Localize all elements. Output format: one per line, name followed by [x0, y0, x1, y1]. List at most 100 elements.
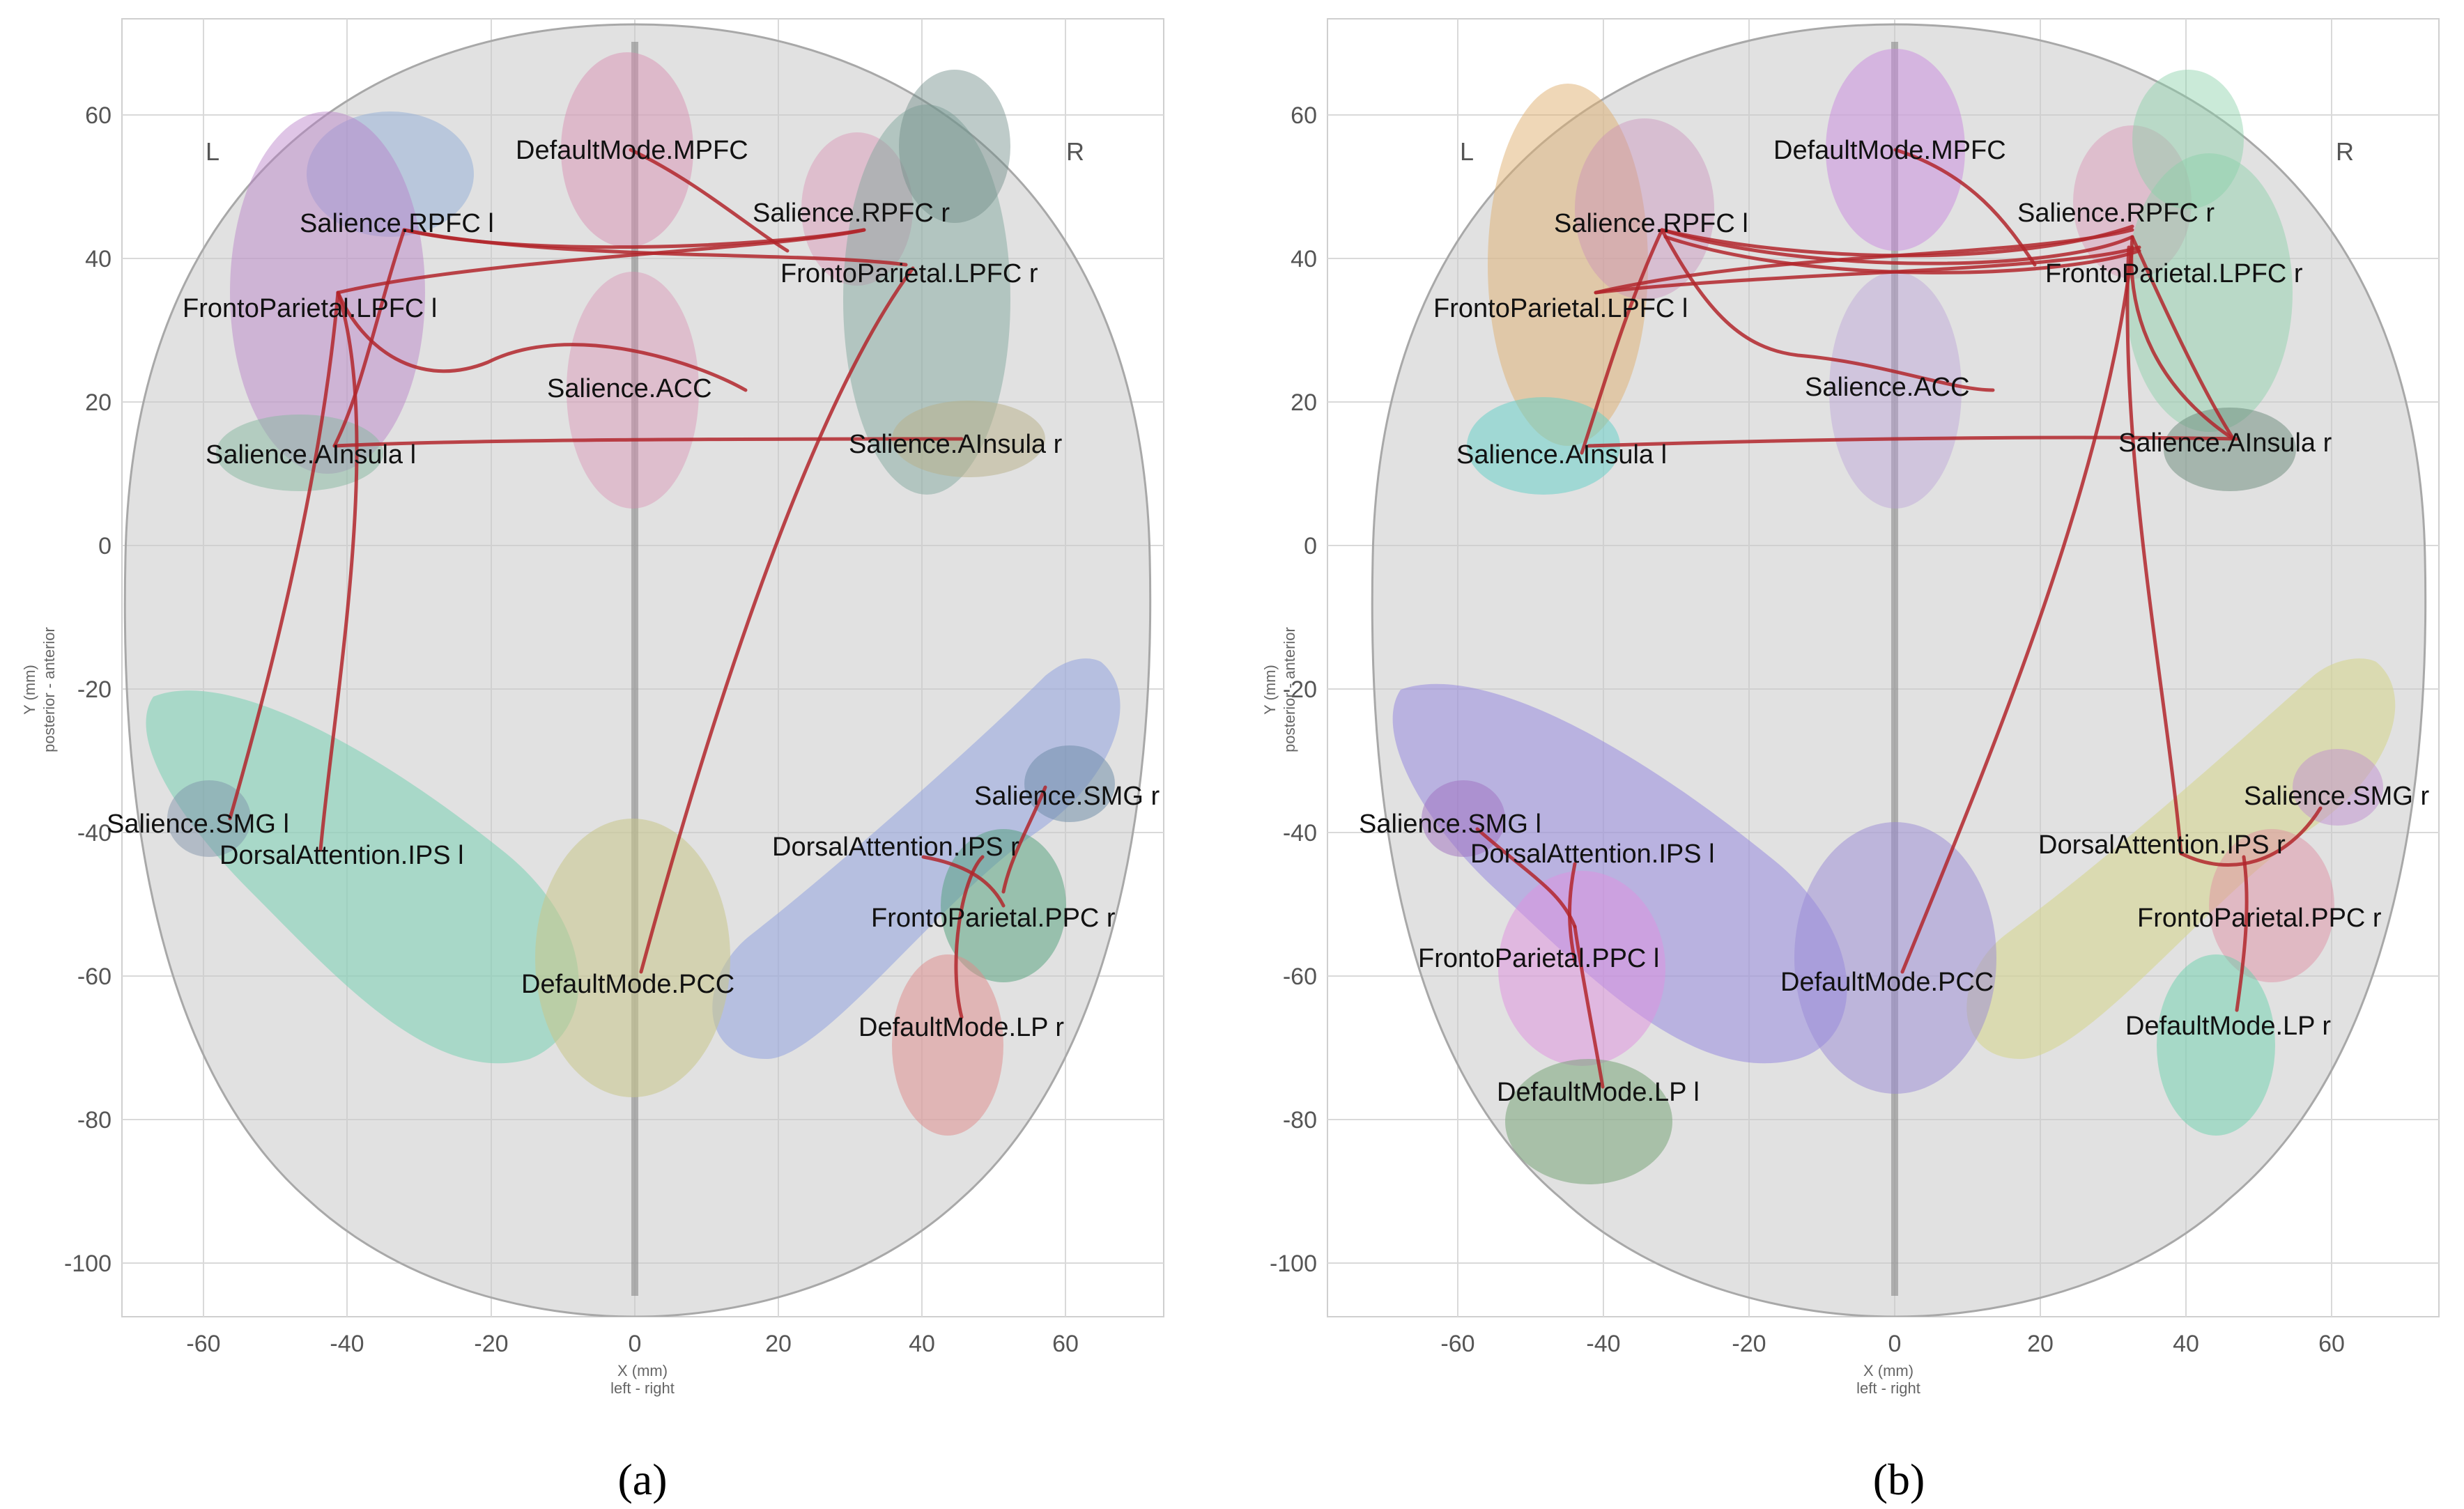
y-tick-a: -40	[77, 820, 111, 846]
region-label: DorsalAttention.IPS r	[772, 833, 1019, 862]
caption-b: (b)	[1873, 1455, 1925, 1504]
region-label: DorsalAttention.IPS r	[2038, 830, 2286, 860]
region-smg-r-a	[1024, 745, 1115, 822]
y-tick-a: 60	[85, 102, 111, 129]
region-label: DorsalAttention.IPS l	[220, 841, 464, 870]
x-tick-a: 60	[1052, 1331, 1079, 1357]
region-lpfc-l-a	[230, 111, 425, 474]
x-tick-a: 20	[765, 1331, 792, 1357]
y-tick-a: 20	[85, 389, 111, 416]
hemisphere-left-a: L	[206, 137, 220, 166]
region-label: DefaultMode.MPFC	[516, 136, 748, 165]
region-label: Salience.SMG l	[1359, 810, 1541, 839]
y-tick-b: 20	[1291, 389, 1317, 416]
region-ips-l-a	[146, 690, 579, 1064]
y-axis-label-a: Y (mm)	[21, 665, 38, 715]
region-label: DefaultMode.PCC	[1780, 968, 1994, 997]
region-lp-r-a	[892, 954, 1003, 1136]
x-tick-b: -40	[1586, 1331, 1620, 1357]
region-label: Salience.SMG l	[107, 810, 289, 839]
region-label: Salience.SMG r	[2244, 782, 2429, 811]
x-axis-sublabel-a: left - right	[610, 1379, 675, 1397]
region-label: Salience.ACC	[547, 374, 712, 403]
region-label: Salience.ACC	[1805, 373, 1970, 402]
x-tick-b: 0	[1888, 1331, 1902, 1357]
region-rpfc-r-b	[2073, 125, 2192, 279]
x-tick-b: -20	[1732, 1331, 1766, 1357]
region-label: Salience.RPFC l	[300, 209, 494, 238]
caption-a: (a)	[617, 1455, 667, 1504]
region-ips-r-b	[1966, 658, 2396, 1059]
region-ainsula-r-b	[2164, 408, 2296, 491]
hemisphere-right-a: R	[1066, 137, 1084, 166]
region-ainsula-r-a	[892, 401, 1045, 477]
x-axis-label-b: X (mm)	[1863, 1362, 1914, 1379]
region-label: DefaultMode.LP r	[2125, 1012, 2331, 1041]
region-ips-l-b	[1392, 683, 1847, 1064]
region-label: Salience.AInsula l	[1456, 440, 1667, 470]
hemisphere-left-b: L	[1460, 137, 1474, 166]
region-label: Salience.RPFC r	[753, 199, 950, 228]
region-label: FrontoParietal.PPC l	[1418, 944, 1659, 973]
x-tick-b: 40	[2173, 1331, 2199, 1357]
region-label: FrontoParietal.LPFC r	[780, 259, 1038, 288]
y-tick-b: -80	[1283, 1107, 1317, 1133]
region-ips-r-a	[712, 658, 1121, 1059]
y-tick-b: -100	[1270, 1251, 1317, 1277]
y-tick-b: -40	[1283, 820, 1317, 846]
region-pcc-a	[535, 819, 730, 1097]
region-lp-l-b	[1505, 1059, 1672, 1184]
region-ainsula-l-b	[1467, 397, 1620, 495]
region-label: Salience.RPFC l	[1554, 209, 1748, 238]
region-label: Salience.RPFC r	[2017, 199, 2215, 228]
region-label: FrontoParietal.PPC r	[2137, 904, 2382, 933]
y-tick-b: -60	[1283, 964, 1317, 990]
y-tick-b: 60	[1291, 102, 1317, 129]
region-lpfc-l-b	[1488, 84, 1648, 446]
region-label: FrontoParietal.LPFC l	[1433, 294, 1688, 323]
x-tick-b: 20	[2027, 1331, 2054, 1357]
region-label: FrontoParietal.LPFC r	[2045, 259, 2303, 288]
x-tick-b: 60	[2318, 1331, 2345, 1357]
region-label: Salience.AInsula r	[849, 430, 1063, 459]
region-label: DefaultMode.LP r	[858, 1013, 1064, 1042]
region-lp-r-b	[2157, 954, 2275, 1136]
region-label: Salience.AInsula r	[2118, 428, 2332, 458]
region-label: Salience.SMG r	[974, 782, 1160, 811]
connections-b	[1475, 148, 2323, 1089]
y-tick-a: 40	[85, 246, 111, 272]
panel-b: -60 -40 -20 0 20 40 60 60 40 20 0 -20 -4…	[1261, 18, 2440, 1504]
region-label: FrontoParietal.PPC r	[871, 904, 1116, 933]
region-label: DefaultMode.MPFC	[1773, 136, 2006, 165]
connections-a	[228, 148, 1047, 1019]
region-smg-l-a	[167, 780, 251, 857]
y-tick-b: -20	[1283, 676, 1317, 703]
y-tick-b: 40	[1291, 246, 1317, 272]
y-tick-a: -60	[77, 964, 111, 990]
region-pcc-b	[1794, 822, 1996, 1094]
region-rpfc-r-a	[801, 132, 913, 286]
x-axis-sublabel-b: left - right	[1856, 1379, 1920, 1397]
panel-a: -60 -40 -20 0 20 40 60 60 40 20 0 -20 -4…	[21, 18, 1164, 1504]
y-axis-sublabel-a: posterior - anterior	[40, 627, 58, 752]
region-label: DefaultMode.PCC	[521, 970, 734, 999]
x-tick-a: 0	[629, 1331, 642, 1357]
region-rpfc-l-a	[307, 111, 474, 237]
x-tick-a: -60	[186, 1331, 220, 1357]
region-mpfc-a	[561, 52, 693, 247]
region-frontal-r-a	[899, 70, 1010, 223]
x-tick-b: -60	[1440, 1331, 1474, 1357]
region-label: FrontoParietal.LPFC l	[183, 294, 437, 323]
region-lpfc-r-b	[2125, 153, 2293, 432]
y-axis-sublabel-b: posterior - anterior	[1281, 627, 1298, 752]
region-ppc-r-b	[2209, 829, 2334, 982]
region-label: DorsalAttention.IPS l	[1470, 839, 1715, 869]
region-label: Salience.AInsula l	[206, 440, 416, 470]
y-tick-a: -20	[77, 676, 111, 703]
y-tick-a: 0	[98, 533, 111, 559]
region-smg-l-b	[1422, 780, 1505, 857]
x-tick-a: -40	[330, 1331, 364, 1357]
hemisphere-right-b: R	[2336, 137, 2354, 166]
y-axis-label-b: Y (mm)	[1261, 665, 1279, 715]
